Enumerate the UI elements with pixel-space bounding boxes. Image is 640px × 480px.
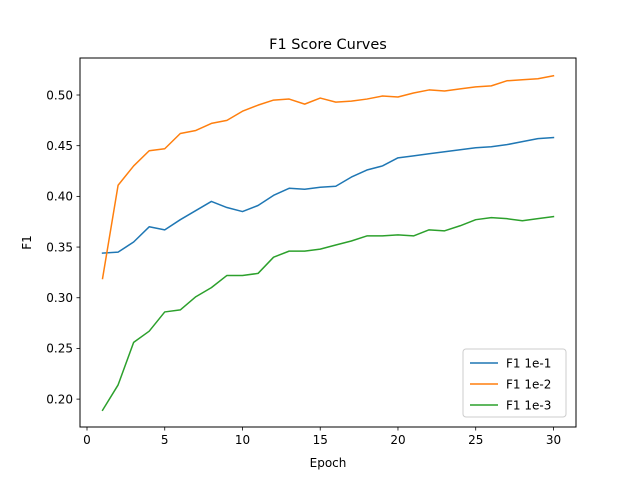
series-line-2	[101, 74, 555, 280]
legend-label-2: F1 1e-2	[506, 377, 551, 391]
x-tick-label: 0	[83, 433, 91, 447]
x-axis-label: Epoch	[310, 456, 347, 470]
x-tick-label: 10	[235, 433, 250, 447]
plot-lines	[101, 74, 555, 412]
plot-frame	[79, 57, 577, 428]
y-axis-label: F1	[20, 235, 34, 250]
y-tick-label: 0.50	[46, 88, 73, 102]
y-tick-label: 0.30	[46, 291, 73, 305]
x-tick-label: 20	[390, 433, 405, 447]
x-tick-label: 30	[546, 433, 561, 447]
y-tick-label: 0.25	[46, 342, 73, 356]
x-tick-label: 25	[468, 433, 483, 447]
series-line-3	[101, 215, 555, 412]
y-tick-label: 0.20	[46, 392, 73, 406]
x-tick-label: 5	[161, 433, 169, 447]
y-tick-label: 0.45	[46, 139, 73, 153]
legend-box	[462, 348, 567, 418]
x-tick-label: 15	[313, 433, 328, 447]
x-axis-ticks: 0 5 10 15 20 25 30	[83, 427, 561, 447]
y-tick-label: 0.40	[46, 190, 73, 204]
y-tick-label: 0.35	[46, 240, 73, 254]
legend: F1 1e-1 F1 1e-2 F1 1e-3	[462, 348, 567, 418]
y-axis-ticks: 0.20 0.25 0.30 0.35 0.40 0.45 0.50	[46, 88, 80, 406]
legend-label-3: F1 1e-3	[506, 398, 551, 412]
series-line-1	[101, 136, 555, 254]
chart-title: F1 Score Curves	[269, 37, 387, 53]
legend-label-1: F1 1e-1	[506, 356, 551, 370]
